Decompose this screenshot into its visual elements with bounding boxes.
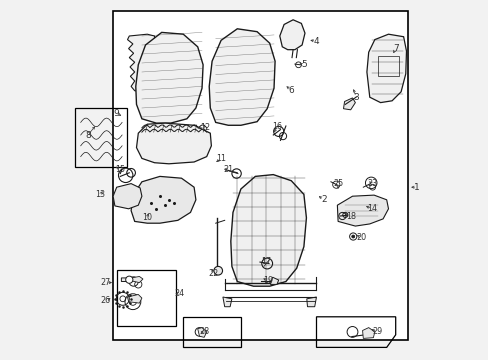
Text: 29: 29 xyxy=(372,328,382,336)
Text: 2: 2 xyxy=(320,195,326,204)
Text: 23: 23 xyxy=(366,179,377,188)
Text: 10: 10 xyxy=(142,213,152,222)
Text: 26: 26 xyxy=(101,296,111,305)
Text: 21: 21 xyxy=(223,165,233,174)
Polygon shape xyxy=(306,297,316,307)
Circle shape xyxy=(213,266,222,275)
Polygon shape xyxy=(113,184,142,209)
Polygon shape xyxy=(127,294,142,303)
Text: 13: 13 xyxy=(95,190,105,199)
Polygon shape xyxy=(337,195,387,226)
Text: 1: 1 xyxy=(413,183,419,192)
Circle shape xyxy=(125,276,133,283)
Polygon shape xyxy=(279,20,305,50)
Text: 20: 20 xyxy=(356,233,366,242)
Text: 5: 5 xyxy=(301,60,306,69)
Bar xyxy=(183,317,241,347)
Text: 24: 24 xyxy=(174,289,184,298)
Text: 4: 4 xyxy=(313,37,319,46)
Bar xyxy=(117,270,176,326)
Text: 11: 11 xyxy=(216,154,225,163)
Text: 19: 19 xyxy=(263,276,272,285)
Text: 17: 17 xyxy=(261,256,271,266)
Text: 16: 16 xyxy=(271,122,281,131)
Text: 25: 25 xyxy=(332,179,343,188)
Text: 12: 12 xyxy=(200,123,209,132)
Polygon shape xyxy=(343,98,355,110)
Polygon shape xyxy=(136,123,211,164)
Text: 18: 18 xyxy=(345,212,355,220)
Bar xyxy=(377,56,399,76)
Text: 9: 9 xyxy=(114,109,120,118)
Polygon shape xyxy=(131,276,142,283)
Polygon shape xyxy=(197,328,206,337)
Polygon shape xyxy=(136,32,203,123)
Text: 27: 27 xyxy=(101,278,111,287)
Text: 6: 6 xyxy=(288,86,294,95)
Text: 14: 14 xyxy=(366,204,377,213)
Bar xyxy=(75,108,127,167)
Circle shape xyxy=(351,235,354,238)
Text: 3: 3 xyxy=(352,93,358,102)
Polygon shape xyxy=(131,176,196,223)
Polygon shape xyxy=(366,34,406,103)
Text: 28: 28 xyxy=(200,328,209,336)
Text: 22: 22 xyxy=(208,269,219,278)
Polygon shape xyxy=(223,297,231,307)
Text: 15: 15 xyxy=(115,165,125,174)
Text: 8: 8 xyxy=(85,131,91,140)
Polygon shape xyxy=(362,328,374,338)
Polygon shape xyxy=(121,278,130,282)
Text: 7: 7 xyxy=(392,44,398,53)
Polygon shape xyxy=(127,34,156,92)
Polygon shape xyxy=(270,277,278,284)
Polygon shape xyxy=(209,29,275,125)
Polygon shape xyxy=(230,175,306,286)
Bar xyxy=(113,11,407,340)
